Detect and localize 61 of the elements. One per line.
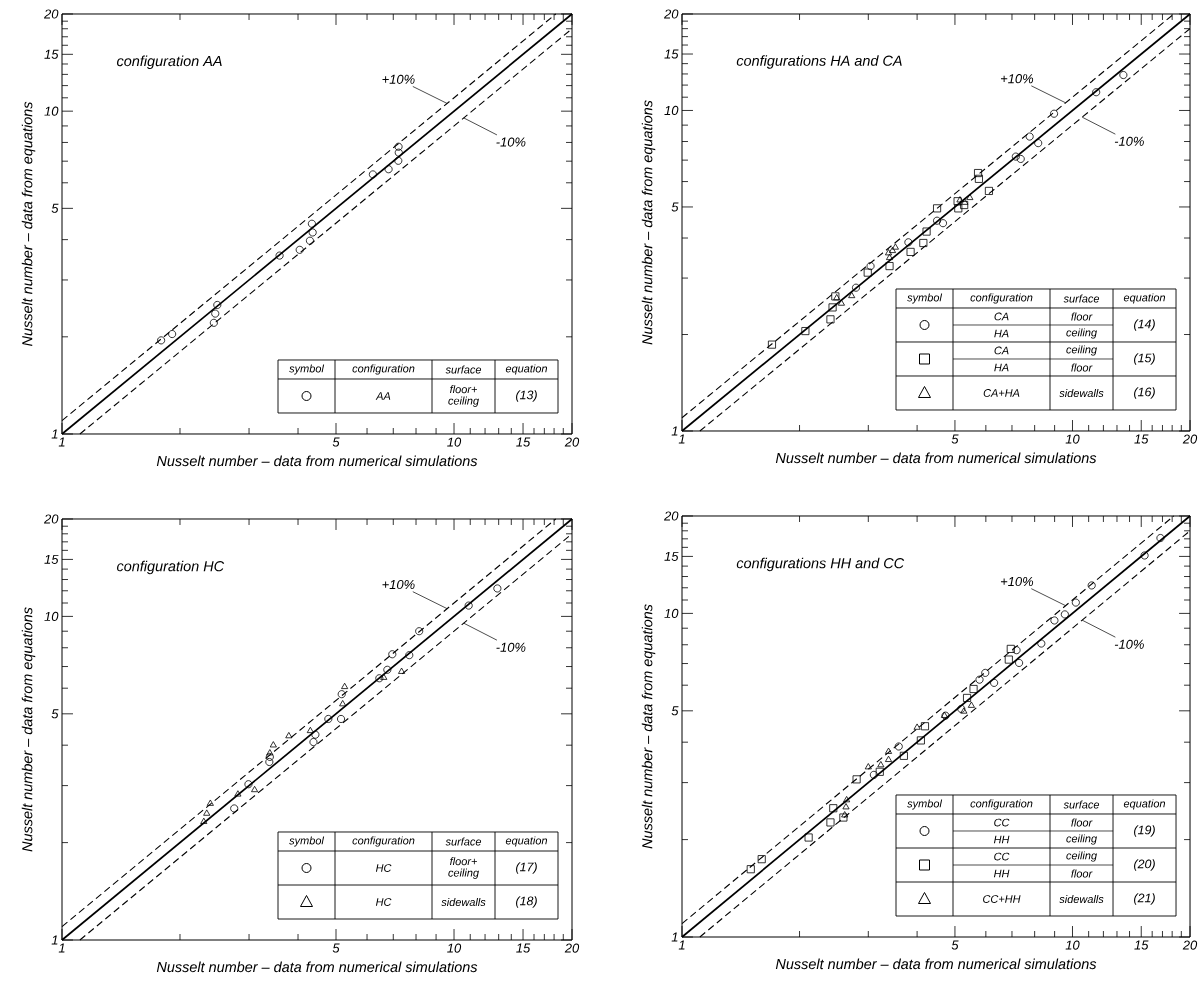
x-axis-title: Nusselt number – data from numerical simulations	[156, 455, 478, 467]
x-tick-label: 5	[332, 943, 340, 953]
text: -10%	[1114, 639, 1144, 649]
y-axis-title: Nusselt number – data from equations	[21, 607, 36, 852]
x-tick-label: 15	[1134, 434, 1149, 444]
x-tick-label: 5	[951, 434, 959, 444]
annotation: surface	[445, 365, 482, 374]
x-tick-label: 15	[1134, 940, 1149, 950]
x-tick-label: 20	[1182, 940, 1198, 950]
y-tick-label: 10	[44, 611, 59, 621]
x-axis-title: Nusselt number – data from numerical simulations	[775, 452, 1097, 464]
text: configuration HC	[116, 560, 225, 575]
annotation: floor+ ceiling	[448, 385, 479, 407]
y-axis-title: Nusselt number – data from equations	[21, 101, 36, 347]
x-axis-title: Nusselt number – data from numerical simulations	[775, 958, 1097, 970]
y-tick-label: 10	[664, 608, 679, 618]
x-tick-label: 15	[516, 437, 531, 447]
text: configuration AA	[116, 55, 222, 70]
text: -10%	[496, 137, 526, 147]
annotation: AA	[375, 392, 391, 400]
text: +10%	[1000, 576, 1034, 587]
y-tick-label: 15	[664, 551, 679, 561]
text: configurations HH and CC	[736, 557, 905, 572]
y-tick-label: 5	[671, 706, 679, 716]
y-tick-label: 1	[671, 426, 678, 436]
text: configurations HA and CA	[736, 55, 902, 69]
y-tick-label: 10	[664, 105, 679, 116]
text: +10%	[1000, 74, 1034, 84]
x-tick-label: 20	[564, 437, 580, 447]
y-tick-label: 5	[671, 202, 679, 212]
annotation: symbol	[289, 364, 325, 375]
x-tick-label: 5	[332, 437, 340, 447]
annotation: (13)	[516, 390, 537, 402]
x-tick-label: 10	[447, 437, 462, 447]
x-tick-label: 15	[516, 943, 531, 953]
text: -10%	[1114, 136, 1144, 146]
y-axis-title: Nusselt number – data from equations	[641, 604, 656, 849]
text: -10%	[496, 642, 526, 652]
x-tick-label: 20	[564, 943, 580, 953]
x-tick-label: 20	[1182, 434, 1198, 444]
y-tick-label: 15	[664, 49, 679, 59]
y-tick-label: 15	[44, 554, 59, 564]
x-tick-label: 10	[1065, 940, 1080, 950]
y-tick-label: 5	[51, 203, 59, 213]
y-tick-label: 5	[51, 709, 59, 719]
y-axis-title: Nusselt number – data from equations	[641, 100, 656, 345]
x-axis-title: Nusselt number – data from numerical simulations	[156, 961, 478, 973]
text: +10%	[382, 579, 415, 590]
y-tick-label: 1	[671, 932, 678, 942]
y-tick-label: 20	[664, 511, 679, 521]
x-tick-label: 10	[447, 943, 462, 953]
x-tick-label: 10	[1065, 434, 1080, 444]
y-tick-label: 20	[44, 9, 59, 19]
x-tick-label: 5	[951, 940, 959, 950]
text: +10%	[382, 74, 415, 84]
annotation: configuration	[352, 364, 415, 375]
y-tick-label: 20	[44, 514, 59, 524]
annotation: equation	[505, 364, 548, 375]
y-tick-label: 20	[664, 9, 679, 19]
y-tick-label: 10	[44, 106, 59, 116]
y-tick-label: 15	[44, 49, 59, 59]
